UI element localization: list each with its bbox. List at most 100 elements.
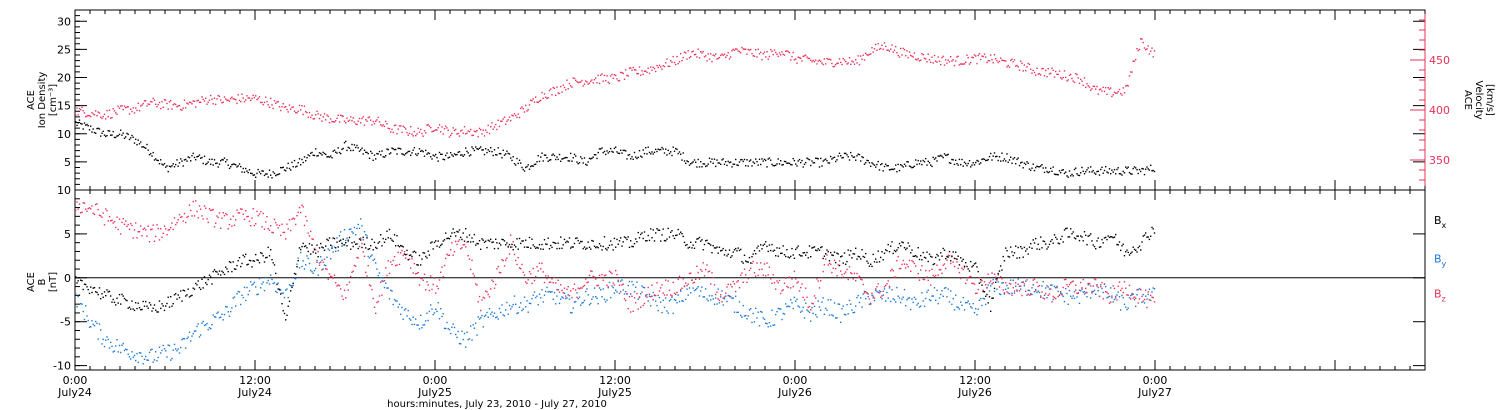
- bz-series-point: [836, 275, 838, 277]
- density-series-point: [915, 159, 917, 161]
- density-series-point: [410, 154, 412, 156]
- by-series-point: [1031, 293, 1033, 296]
- by-series-point: [767, 326, 769, 328]
- density-series-point: [238, 163, 241, 165]
- by-series-point: [781, 318, 783, 321]
- bz-series-point: [95, 203, 97, 206]
- bx-series-point: [627, 236, 629, 238]
- velocity-series-point: [625, 69, 627, 71]
- bx-series-point: [176, 298, 178, 300]
- velocity-series-point: [467, 130, 469, 132]
- bx-series-point: [88, 292, 91, 295]
- velocity-series-point: [1100, 88, 1102, 90]
- by-series-point: [637, 298, 639, 300]
- by-series-point: [308, 262, 311, 265]
- velocity-series-point: [258, 96, 261, 98]
- by-series-point: [276, 291, 278, 294]
- bx-series-point: [785, 255, 787, 258]
- velocity-series-point: [385, 120, 387, 123]
- velocity-series-point: [460, 130, 462, 132]
- bx-series-point: [168, 306, 171, 308]
- velocity-series-point: [375, 120, 377, 122]
- by-series-point: [1115, 297, 1117, 299]
- bx-series-point: [440, 244, 442, 247]
- bz-series-point: [338, 284, 341, 287]
- x-tick-date-label: July26: [957, 386, 992, 399]
- velocity-series-point: [847, 62, 849, 64]
- density-series-point: [836, 159, 838, 161]
- bx-series-point: [1013, 252, 1016, 254]
- by-series-point: [1043, 294, 1046, 296]
- bz-series-point: [102, 212, 104, 214]
- bx-series-point: [825, 253, 827, 255]
- bx-series-point: [713, 247, 716, 249]
- bz-series-point: [225, 212, 227, 215]
- bz-series-point: [167, 229, 169, 231]
- bx-series-point: [472, 241, 474, 243]
- velocity-series-point: [646, 71, 648, 74]
- bz-series-point: [166, 234, 168, 236]
- bz-series-point: [803, 299, 806, 301]
- density-series-point: [577, 163, 579, 165]
- velocity-series-point: [710, 53, 712, 55]
- velocity-series-point: [660, 66, 662, 68]
- bz-series-point: [950, 262, 952, 265]
- bx-series-point: [333, 237, 336, 240]
- bz-series-point: [1088, 282, 1091, 285]
- bx-series-point: [171, 305, 173, 307]
- bx-series-point: [921, 259, 923, 261]
- velocity-series-point: [983, 53, 986, 55]
- density-series-point: [147, 149, 149, 151]
- by-series-point: [725, 295, 727, 297]
- density-series-point: [393, 148, 396, 151]
- bz-series-point: [843, 273, 846, 275]
- by-series-point: [981, 304, 983, 307]
- density-series-point: [652, 153, 654, 155]
- density-series-point: [877, 160, 879, 163]
- bz-series-point: [642, 304, 644, 307]
- velocity-series-point: [127, 106, 129, 108]
- bz-series-point: [610, 271, 612, 273]
- velocity-series-point: [83, 112, 86, 114]
- velocity-series-point: [85, 116, 87, 118]
- bz-series-point: [781, 290, 783, 292]
- by-series-point: [116, 339, 118, 341]
- bx-series-point: [153, 304, 156, 306]
- density-series-point: [1095, 173, 1097, 175]
- bz-series-point: [832, 267, 834, 269]
- bz-series-point: [732, 280, 734, 283]
- velocity-series-point: [518, 116, 521, 119]
- bz-series-point: [526, 282, 528, 284]
- bz-series-point: [267, 227, 269, 230]
- bz-series-point: [985, 284, 987, 286]
- bz-series-point: [116, 216, 118, 218]
- bx-series-point: [722, 247, 724, 250]
- velocity-series-point: [322, 116, 324, 118]
- bz-series-point: [1090, 285, 1092, 287]
- bz-series-point: [301, 204, 303, 206]
- by-series-point: [717, 288, 719, 290]
- bx-series-point: [1027, 253, 1029, 255]
- bz-series-point: [137, 231, 139, 233]
- velocity-series-point: [663, 65, 666, 68]
- bx-series-point: [475, 244, 477, 246]
- bz-series-point: [155, 235, 157, 238]
- bz-series-point: [1015, 282, 1017, 284]
- bz-series-point: [451, 242, 453, 244]
- bx-series-point: [638, 237, 641, 239]
- bz-series-point: [340, 288, 342, 290]
- bx-series-point: [873, 261, 876, 263]
- velocity-series-point: [112, 108, 114, 110]
- bx-series-point: [355, 243, 357, 245]
- by-series-point: [122, 342, 124, 345]
- bz-series-point: [292, 217, 294, 219]
- bz-series-point: [173, 217, 176, 219]
- by-series-point: [970, 306, 972, 308]
- bx-series-point: [820, 246, 822, 249]
- by-series-point: [535, 296, 537, 299]
- bx-series-point: [1007, 255, 1009, 258]
- bx-series-point: [323, 249, 326, 251]
- density-series-point: [641, 156, 643, 158]
- bz-series-point: [896, 260, 898, 262]
